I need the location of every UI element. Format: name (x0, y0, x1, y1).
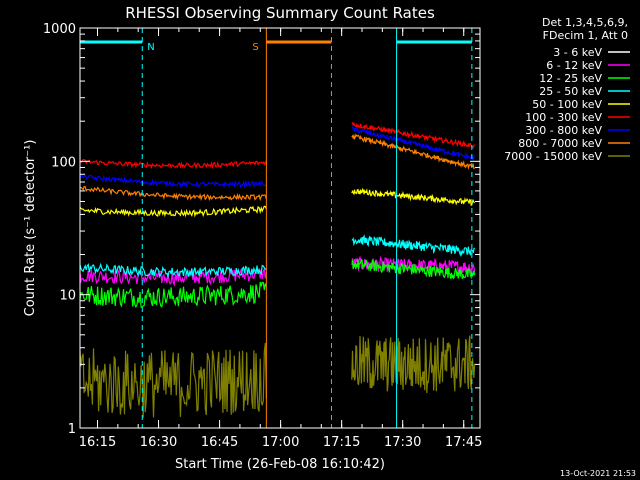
x-tick-label-16:45: 16:45 (201, 435, 238, 450)
plot-timestamp: 13-Oct-2021 21:53 (560, 469, 636, 478)
night-interval-1-label: N (147, 42, 154, 53)
y-tick-label-1: 1 (68, 422, 76, 437)
x-tick-label-17:00: 17:00 (262, 435, 299, 450)
x-tick-label-16:15: 16:15 (79, 435, 116, 450)
series-line-50-100-kev-seg1 (79, 205, 267, 218)
legend-label-7000-15000-kev: 7000 - 15000 keV (504, 150, 602, 163)
series-line-800-7000-kev-seg2 (351, 133, 475, 171)
legend-label-800-7000-kev: 800 - 7000 keV (518, 137, 602, 150)
legend-label-25-50-kev: 25 - 50 keV (539, 85, 602, 98)
y-axis-label: Count Rate (s⁻¹ detector⁻¹) (23, 140, 38, 317)
legend-label-3-6-kev: 3 - 6 keV (553, 46, 602, 59)
series-line-300-800-kev-seg1 (79, 173, 267, 189)
series-line-25-50-kev-seg2 (351, 234, 476, 258)
series-line-12-25-kev-seg2 (351, 258, 476, 280)
legend-label-6-12-kev: 6 - 12 keV (546, 59, 602, 72)
series-line-50-100-kev-seg2 (351, 187, 476, 207)
legend-header-line-1: Det 1,3,4,5,6,9, (542, 16, 628, 29)
series-line-100-300-kev-seg1 (79, 158, 267, 170)
series-line-12-25-kev-seg1 (79, 281, 267, 309)
series-line-100-300-kev-seg2 (351, 121, 476, 149)
y-tick-label-10: 10 (59, 289, 76, 304)
legend: Det 1,3,4,5,6,9,FDecim 1, Att 0 3 - 6 keV… (504, 16, 630, 163)
series-line-7000-15000-kev-seg2 (351, 335, 476, 394)
chart-title: RHESSI Observing Summary Count Rates (125, 4, 435, 22)
saa-interval-1-label: S (252, 42, 258, 53)
series-line-7000-15000-kev-seg1 (79, 342, 267, 418)
series-line-25-50-kev-seg1 (79, 262, 267, 279)
series-line-800-7000-kev-seg1 (79, 186, 267, 202)
series-line-6-12-kev-seg2 (351, 255, 476, 275)
x-axis-label: Start Time (26-Feb-08 16:10:42) (175, 457, 385, 472)
x-tick-label-17:15: 17:15 (323, 435, 360, 450)
series-line-300-800-kev-seg2 (351, 126, 475, 161)
legend-label-100-300-kev: 100 - 300 keV (525, 111, 602, 124)
y-tick-label-1000: 1000 (43, 22, 76, 37)
x-tick-label-17:45: 17:45 (445, 435, 482, 450)
legend-label-50-100-kev: 50 - 100 keV (532, 98, 602, 111)
legend-label-12-25-kev: 12 - 25 keV (539, 72, 602, 85)
x-tick-label-17:30: 17:30 (384, 435, 421, 450)
y-tick-label-100: 100 (51, 155, 76, 170)
series-line-3-6-kev-seg2 (351, 324, 476, 361)
plot-frame (79, 27, 481, 429)
legend-header-line-2: FDecim 1, Att 0 (543, 29, 628, 42)
axes: 1 10 100 1000 16:15 16:30 16:45 17:00 17:15 17:30… (43, 22, 483, 450)
series-line-6-12-kev-seg1 (79, 267, 267, 287)
x-tick-label-16:30: 16:30 (140, 435, 177, 450)
legend-label-300-800-kev: 300 - 800 keV (525, 124, 602, 137)
